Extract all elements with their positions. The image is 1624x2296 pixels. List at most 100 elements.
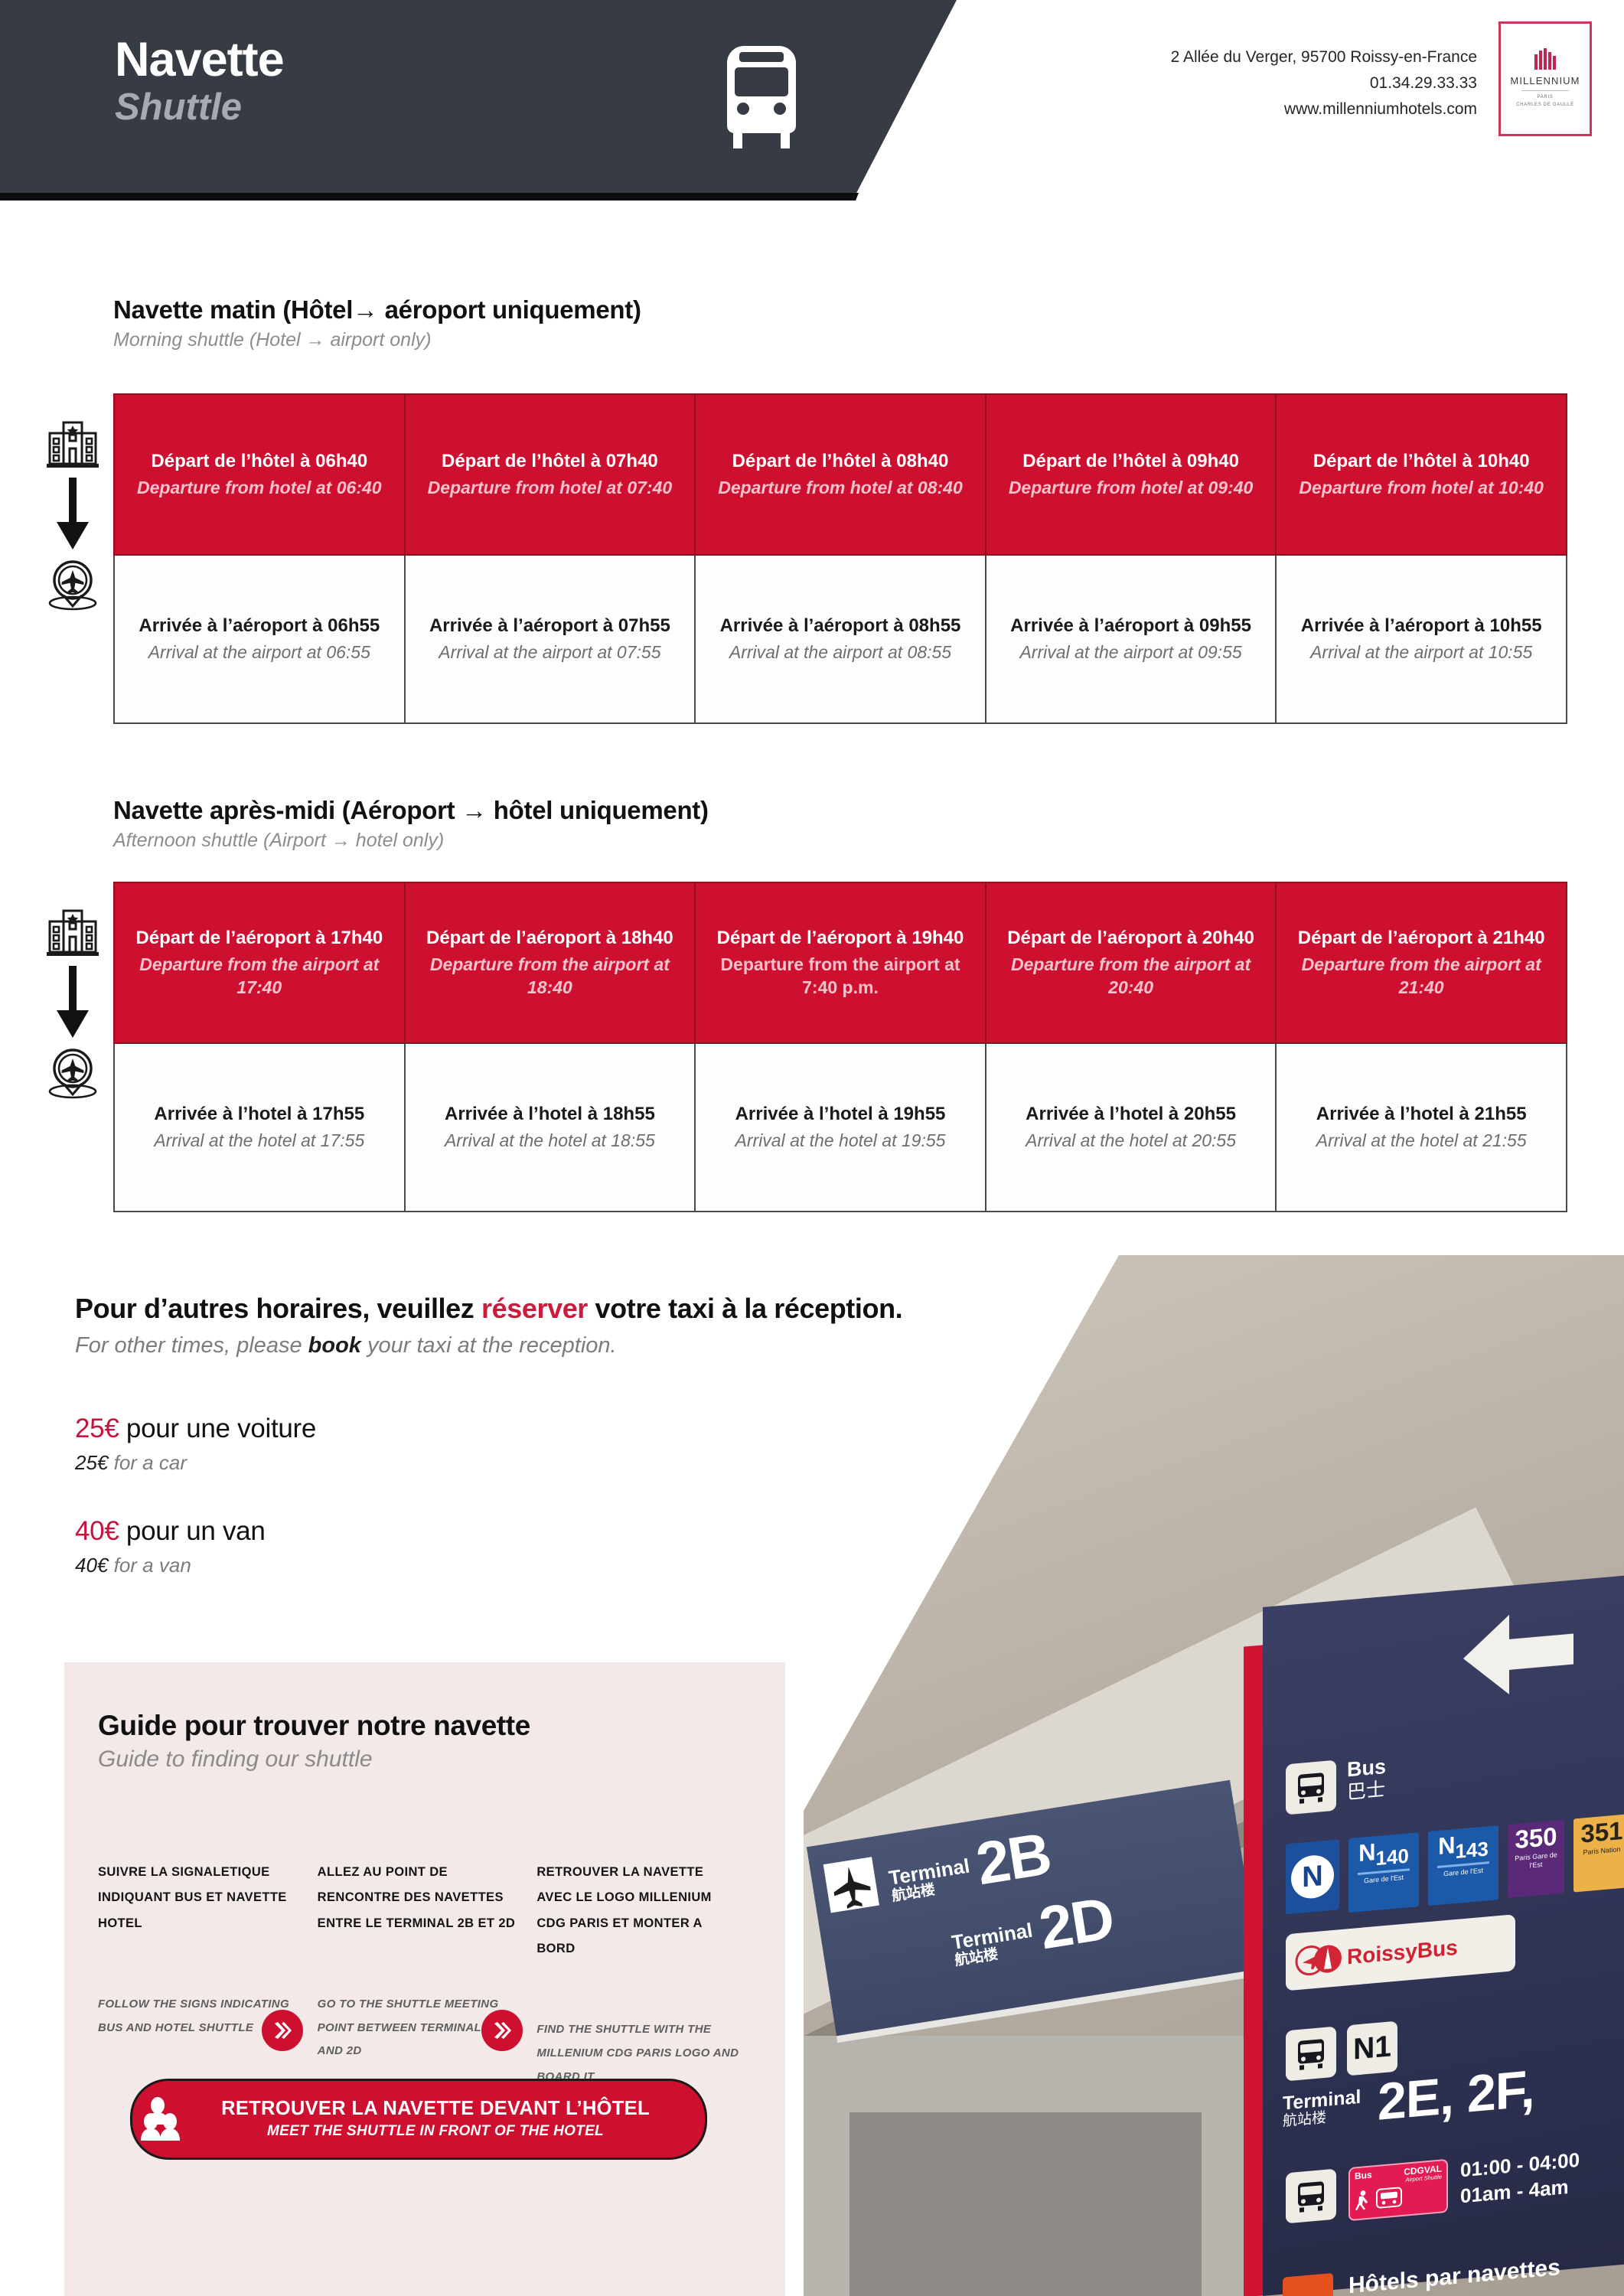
roissybus-mark-icon xyxy=(1295,1945,1342,1976)
table-cell-departure: Départ de l’aéroport à 17h40 Departure f… xyxy=(113,882,406,1044)
notice-fr-highlight: réserver xyxy=(481,1293,588,1324)
cell-en: Arrival at the hotel at 17:55 xyxy=(154,1130,365,1150)
guide-step-1-fr: SUIVRE LA SIGNALETIQUE INDIQUANT BUS ET … xyxy=(98,1865,287,1930)
down-arrow-icon xyxy=(57,478,89,550)
cell-fr: Arrivée à l’aéroport à 06h55 xyxy=(139,615,380,637)
double-chevron-right-icon xyxy=(481,2010,523,2051)
guide-step-1-en: FOLLOW THE SIGNS INDICATING BUS AND HOTE… xyxy=(98,1997,289,2034)
logo-sub-line1: PARIS xyxy=(1537,95,1554,100)
logo-name: MILLENNIUM xyxy=(1510,75,1580,87)
guide-step-3-en: FIND THE SHUTTLE WITH THE MILLENIUM CDG … xyxy=(536,2023,739,2083)
hotels-chip xyxy=(1283,2272,1333,2296)
terminal-2b-number: 2B xyxy=(971,1819,1055,1898)
price-van-amount: 40€ xyxy=(75,1516,119,1546)
cell-fr: Départ de l’hôtel à 06h40 xyxy=(151,451,368,472)
table-cell-departure: Départ de l’hôtel à 07h40 Departure from… xyxy=(403,393,696,556)
hotel-website[interactable]: www.millenniumhotels.com xyxy=(1283,100,1477,119)
afternoon-arrival-row: Arrivée à l’hotel à 17h55 Arrival at the… xyxy=(113,1042,1567,1212)
cell-fr: Départ de l’aéroport à 17h40 xyxy=(135,927,383,948)
table-cell-departure: Départ de l’aéroport à 19h40 Departure f… xyxy=(694,882,986,1044)
brand-title-en: Shuttle xyxy=(115,86,243,129)
hotel-address: 2 Allée du Verger, 95700 Roissy-en-Franc… xyxy=(1170,48,1477,66)
terminal-2d-row: Terminal 航站楼 2D xyxy=(947,1883,1118,1970)
line-n1-tile: N1 xyxy=(1347,2020,1397,2076)
brand-title: Navette Shuttle xyxy=(115,35,285,129)
airport-location-pin-icon xyxy=(48,560,97,611)
table-cell-departure: Départ de l’aéroport à 20h40 Departure f… xyxy=(984,882,1277,1044)
table-cell-departure: Départ de l’aéroport à 21h40 Departure f… xyxy=(1275,882,1567,1044)
header-dark-edge xyxy=(0,193,859,201)
terminal-2e2f-label: Terminal 航站楼 xyxy=(1283,2086,1361,2131)
line-n140: N140 Gare de l'Est xyxy=(1348,1832,1419,1913)
meet-shuttle-button[interactable]: RETROUVER LA NAVETTE DEVANT L’HÔTEL MEET… xyxy=(130,2079,707,2160)
cell-en: Arrival at the hotel at 21:55 xyxy=(1316,1130,1527,1150)
morning-schedule-table: Départ de l’hôtel à 06h40 Departure from… xyxy=(113,393,1567,724)
cta-label-en: MEET THE SHUTTLE IN FRONT OF THE HOTEL xyxy=(267,2122,604,2139)
afternoon-schedule-table: Départ de l’aéroport à 17h40 Departure f… xyxy=(113,882,1567,1212)
cell-en: Departure from the airport at 20:40 xyxy=(1011,954,1251,998)
cell-fr: Arrivée à l’aéroport à 07h55 xyxy=(429,615,670,637)
logo-divider xyxy=(1521,90,1569,92)
afternoon-title-fr: Navette après-midi (Aéroport → hôtel uni… xyxy=(113,796,709,824)
terminal-2b-2d-sign: Terminal 航站楼 2B Terminal 航站楼 2D xyxy=(806,1779,1260,2037)
price-van-amount-en: 40€ xyxy=(75,1554,109,1577)
cell-fr: Départ de l’aéroport à 21h40 xyxy=(1297,927,1545,948)
cell-fr: Départ de l’hôtel à 07h40 xyxy=(442,451,658,472)
bus-icon xyxy=(1286,1760,1336,1815)
table-cell-arrival: Arrivée à l’hotel à 20h55 Arrival at the… xyxy=(984,1042,1277,1212)
guide-heading: Guide pour trouver notre navette Guide t… xyxy=(98,1710,530,1773)
guide-step-1: SUIVRE LA SIGNALETIQUE INDIQUANT BUS ET … xyxy=(98,1860,318,2089)
cell-fr: Départ de l’aéroport à 18h40 xyxy=(426,927,673,948)
cdgval-badge: Bus CDGVAL Airport Shuttle xyxy=(1348,2158,1448,2222)
guide-step-2-en: GO TO THE SHUTTLE MEETING POINT BETWEEN … xyxy=(317,1997,501,2058)
cell-fr: Départ de l’hôtel à 08h40 xyxy=(732,451,949,472)
table-cell-arrival: Arrivée à l’aéroport à 10h55 Arrival at … xyxy=(1275,554,1567,724)
hotel-building-icon xyxy=(47,421,99,468)
noctilien-logo: N xyxy=(1286,1839,1339,1915)
bus-icon xyxy=(712,37,811,150)
hotel-building-icon xyxy=(47,909,99,956)
afternoon-departure-row: Départ de l’aéroport à 17h40 Departure f… xyxy=(113,882,1567,1044)
morning-route-icons xyxy=(31,419,115,612)
terminal-2b-row: Terminal 航站楼 2B xyxy=(885,1819,1055,1906)
guide-step-2-fr: ALLEZ AU POINT DE RENCONTRE DES NAVETTES… xyxy=(317,1865,516,1930)
cell-en: Departure from the airport at 18:40 xyxy=(429,954,670,998)
logo-sub-line2: CHARLES DE GAULLE xyxy=(1516,103,1574,107)
line-n143-code: N143 xyxy=(1438,1831,1489,1864)
afternoon-title-en: Afternoon shuttle (Airport → hotel only) xyxy=(113,829,445,851)
guide-title-en: Guide to finding our shuttle xyxy=(98,1746,373,1772)
cell-en: Departure from hotel at 08:40 xyxy=(718,477,963,497)
crown-mark-icon xyxy=(1534,48,1556,70)
cell-fr: Arrivée à l’aéroport à 09h55 xyxy=(1010,615,1251,637)
price-car: 25€ pour une voiture 25€ for a car xyxy=(75,1413,316,1476)
down-arrow-icon xyxy=(57,966,89,1038)
cdgval-icons xyxy=(1355,2183,1442,2211)
terminal-2d-number: 2D xyxy=(1034,1883,1118,1962)
guide-step-3-fr: RETROUVER LA NAVETTE AVEC LE LOGO MILLEN… xyxy=(536,1865,712,1955)
cell-en: Departure from the airport at 17:40 xyxy=(139,954,380,998)
price-car-amount: 25€ xyxy=(75,1414,119,1443)
taxi-notice-fr: Pour d’autres horaires, veuillez réserve… xyxy=(75,1292,932,1326)
page-header: Navette Shuttle 2 Allée du Verger, 95700… xyxy=(0,0,1624,205)
notice-en-part2: your taxi at the reception. xyxy=(360,1332,617,1358)
cell-en: Departure from the airport at 7:40 p.m. xyxy=(720,954,960,998)
cell-en: Arrival at the hotel at 18:55 xyxy=(444,1130,655,1150)
price-car-en: 25€ for a car xyxy=(75,1450,316,1476)
morning-departure-row: Départ de l’hôtel à 06h40 Departure from… xyxy=(113,393,1567,556)
table-cell-arrival: Arrivée à l’aéroport à 08h55 Arrival at … xyxy=(694,554,986,724)
table-cell-arrival: Arrivée à l’hotel à 18h55 Arrival at the… xyxy=(403,1042,696,1212)
bus-label-en: Bus xyxy=(1347,1754,1387,1782)
guide-step-3: RETROUVER LA NAVETTE AVEC LE LOGO MILLEN… xyxy=(536,1860,756,2089)
price-van-label: pour un van xyxy=(119,1516,266,1546)
afternoon-section-title: Navette après-midi (Aéroport → hôtel uni… xyxy=(113,796,709,853)
cell-en: Arrival at the airport at 09:55 xyxy=(1019,641,1242,662)
hotel-contact-info: 2 Allée du Verger, 95700 Roissy-en-Franc… xyxy=(941,44,1477,122)
cell-en: Departure from the airport at 21:40 xyxy=(1301,954,1541,998)
cell-en: Departure from hotel at 06:40 xyxy=(137,477,382,497)
cell-fr: Arrivée à l’hotel à 21h55 xyxy=(1316,1104,1527,1125)
double-chevron-right-icon xyxy=(262,2010,303,2051)
table-cell-arrival: Arrivée à l’hotel à 17h55 Arrival at the… xyxy=(113,1042,406,1212)
taxi-notice: Pour d’autres horaires, veuillez réserve… xyxy=(75,1292,932,1361)
guide-step-2: ALLEZ AU POINT DE RENCONTRE DES NAVETTES… xyxy=(318,1860,537,2089)
table-cell-departure: Départ de l’hôtel à 09h40 Departure from… xyxy=(984,393,1277,556)
